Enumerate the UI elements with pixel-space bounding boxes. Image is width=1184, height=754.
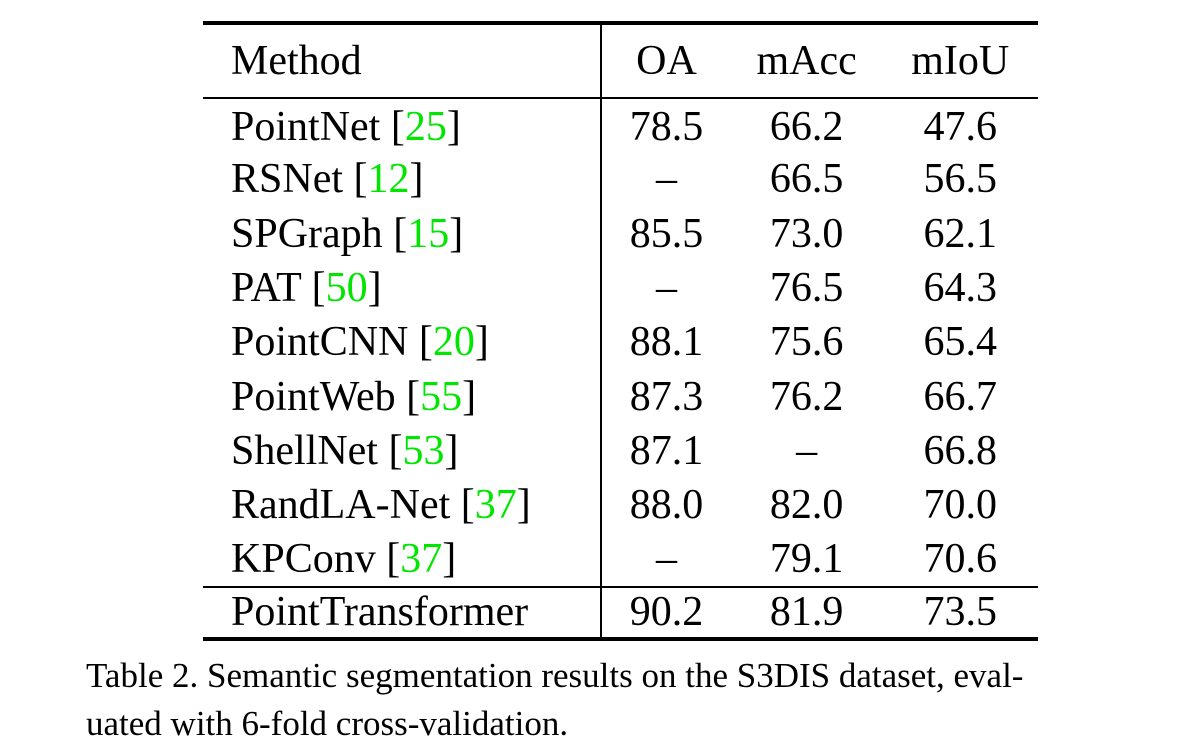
- method-name: PointWeb: [231, 373, 396, 420]
- macc-value: 66.5: [769, 156, 844, 203]
- method-cell: RSNet [12]: [203, 152, 603, 207]
- method-cell: PointNet [25]: [203, 98, 603, 153]
- method-name: PointCNN: [231, 319, 409, 366]
- table-row: PointCNN [20] 88.1 75.6 65.4: [203, 315, 1038, 370]
- miou-value: 70.6: [923, 536, 997, 583]
- table-row: PointNet [25] 78.5 66.2 47.6: [203, 98, 1038, 153]
- caption-line-1: Table 2. Semantic segmentation results o…: [86, 656, 1024, 695]
- citation-link[interactable]: 55: [420, 373, 463, 420]
- method-cell: PAT [50]: [203, 260, 603, 316]
- table-caption: Table 2. Semantic segmentation results o…: [86, 652, 1166, 748]
- oa-value: –: [656, 156, 678, 203]
- method-name: ShellNet: [231, 427, 378, 474]
- miou-value: 66.7: [923, 373, 997, 420]
- miou-value: 65.4: [923, 319, 997, 366]
- table-row: RandLA-Net [37] 88.0 82.0 70.0: [203, 478, 1038, 533]
- citation-link[interactable]: 20: [432, 319, 475, 366]
- miou-value: 47.6: [923, 104, 997, 151]
- oa-value: –: [656, 536, 678, 583]
- table-body: PointNet [25] 78.5 66.2 47.6 RSNet [12] – 66.5…: [203, 98, 1038, 639]
- miou-value: 73.5: [923, 589, 997, 636]
- miou-value: 56.5: [923, 156, 997, 203]
- oa-value: 85.5: [629, 210, 704, 257]
- citation-link[interactable]: 15: [407, 210, 450, 257]
- miou-value: 70.0: [923, 482, 997, 529]
- macc-value: 76.2: [769, 373, 844, 420]
- macc-value: 81.9: [769, 589, 844, 636]
- oa-value: 87.3: [629, 373, 704, 420]
- method-cell: ShellNet [53]: [203, 423, 603, 479]
- macc-value: 73.0: [769, 210, 844, 257]
- oa-value: 78.5: [629, 104, 704, 151]
- oa-value: 87.1: [629, 427, 704, 474]
- caption-line-2: uated with 6-fold cross-validation.: [86, 704, 569, 743]
- miou-value: 64.3: [923, 265, 997, 312]
- header-method: Method: [203, 23, 603, 98]
- table-row: SPGraph [15] 85.5 73.0 62.1: [203, 206, 1038, 261]
- method-name: RSNet: [231, 156, 344, 203]
- citation-link[interactable]: 50: [325, 265, 368, 312]
- method-name: RandLA-Net: [231, 482, 451, 529]
- method-cell: PointCNN [20]: [203, 315, 603, 370]
- citation-link[interactable]: 53: [402, 427, 445, 474]
- method-cell: KPConv [37]: [203, 532, 603, 587]
- table-row: PAT [50] – 76.5 64.3: [203, 260, 1038, 316]
- method-name: PAT: [231, 265, 302, 312]
- table-row: ShellNet [53] 87.1 – 66.8: [203, 423, 1038, 479]
- header-macc: mAcc: [756, 38, 857, 84]
- citation-link[interactable]: 37: [474, 482, 517, 529]
- macc-value: 75.6: [769, 319, 844, 366]
- miou-value: 62.1: [923, 210, 997, 257]
- citation-link[interactable]: 37: [400, 536, 443, 583]
- macc-value: 79.1: [769, 536, 844, 583]
- method-cell: RandLA-Net [37]: [203, 478, 603, 533]
- macc-value: 66.2: [769, 104, 844, 151]
- citation-link[interactable]: 12: [367, 156, 410, 203]
- miou-value: 66.8: [923, 427, 997, 474]
- macc-value: 76.5: [769, 265, 844, 312]
- table-row-ours: PointTransformer 90.2 81.9 73.5: [203, 586, 1038, 639]
- table-row: RSNet [12] – 66.5 56.5: [203, 152, 1038, 207]
- oa-value: 88.1: [629, 319, 704, 366]
- method-name: PointNet: [231, 104, 381, 151]
- table-row: PointWeb [55] 87.3 76.2 66.7: [203, 369, 1038, 424]
- citation-link[interactable]: 25: [404, 104, 447, 151]
- method-cell: PointWeb [55]: [203, 369, 603, 424]
- method-name: PointTransformer: [203, 586, 603, 639]
- oa-value: –: [656, 265, 678, 312]
- method-name: SPGraph: [231, 210, 383, 257]
- header-miou: mIoU: [911, 38, 1010, 84]
- method-cell: SPGraph [15]: [203, 206, 603, 261]
- results-table: Method OA mAcc mIoU PointNet [25] 78.5 66.…: [203, 21, 1038, 641]
- table-row: KPConv [37] – 79.1 70.6: [203, 532, 1038, 587]
- macc-value: 82.0: [769, 482, 844, 529]
- oa-value: 90.2: [629, 589, 704, 636]
- macc-value: –: [796, 427, 818, 474]
- oa-value: 88.0: [629, 482, 704, 529]
- table-header-row: Method OA mAcc mIoU: [203, 23, 1038, 98]
- header-oa: OA: [636, 38, 697, 84]
- method-name: KPConv: [231, 536, 376, 583]
